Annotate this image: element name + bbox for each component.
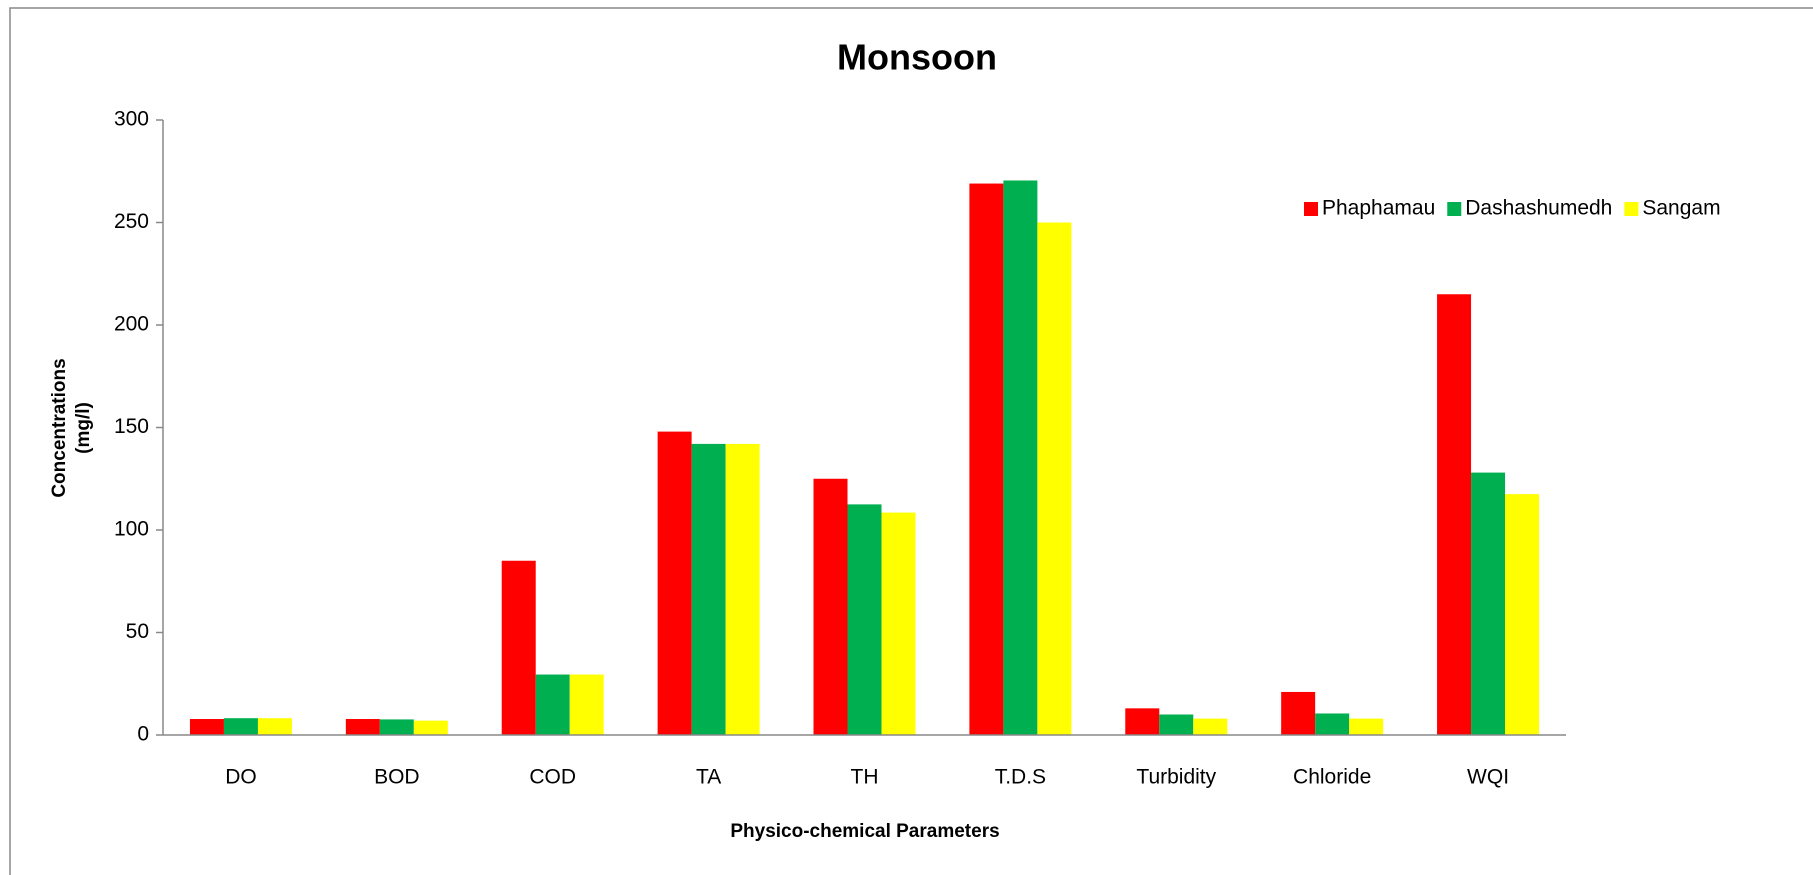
x-tick-label: TH (851, 766, 879, 789)
bar (1003, 180, 1038, 736)
legend-swatch (1624, 202, 1639, 216)
bar (657, 431, 692, 735)
y-axis-title: Concentrations (mg/l) (49, 358, 94, 497)
bar (813, 478, 848, 735)
bar (1505, 494, 1540, 735)
bar (969, 183, 1004, 736)
bar (189, 719, 224, 735)
bar (223, 718, 258, 735)
bar (501, 560, 536, 735)
bar (1193, 718, 1228, 735)
y-axis-title-line: Concentrations (49, 358, 70, 497)
chart-border (9, 7, 1813, 875)
x-tick-label: WQI (1467, 766, 1509, 789)
x-tick-label: TA (696, 766, 721, 789)
x-tick-label: T.D.S (995, 766, 1046, 789)
x-tick-label: COD (529, 766, 576, 789)
legend-label: Phaphamau (1322, 197, 1435, 220)
bar (1471, 472, 1506, 735)
y-tick-label: 100 (114, 518, 149, 541)
bar (413, 720, 448, 735)
bar (881, 512, 916, 735)
chart-title: Monsoon (837, 37, 997, 78)
bar (691, 443, 726, 735)
y-tick-label: 0 (137, 723, 149, 746)
legend-swatch (1304, 202, 1318, 216)
bar (1281, 691, 1316, 735)
legend-label: Dashashumedh (1465, 197, 1612, 220)
y-tick-label: 200 (114, 313, 149, 336)
bar (379, 719, 414, 735)
bar (1315, 713, 1350, 735)
bar (1159, 714, 1194, 735)
y-tick-label: 250 (114, 210, 149, 233)
bar (535, 674, 570, 735)
x-tick-label: Turbidity (1136, 766, 1216, 789)
y-tick-label: 150 (114, 415, 149, 438)
bar (725, 443, 760, 735)
bar (1437, 294, 1472, 735)
y-axis-title-line: (mg/l) (73, 402, 94, 454)
bar (345, 719, 380, 735)
y-tick-label: 50 (126, 620, 149, 643)
bar (569, 674, 604, 735)
bar (847, 504, 882, 735)
bar (1037, 222, 1072, 735)
x-tick-label: DO (225, 766, 257, 789)
x-tick-label: Chloride (1293, 766, 1371, 789)
bar (257, 718, 292, 735)
bar (1349, 718, 1384, 735)
legend-label: Sangam (1642, 197, 1720, 220)
y-tick-label: 300 (114, 108, 149, 131)
bar (1125, 708, 1160, 735)
x-axis-title: Physico-chemical Parameters (730, 821, 999, 842)
x-tick-label: BOD (374, 766, 420, 789)
legend-swatch (1447, 202, 1462, 216)
